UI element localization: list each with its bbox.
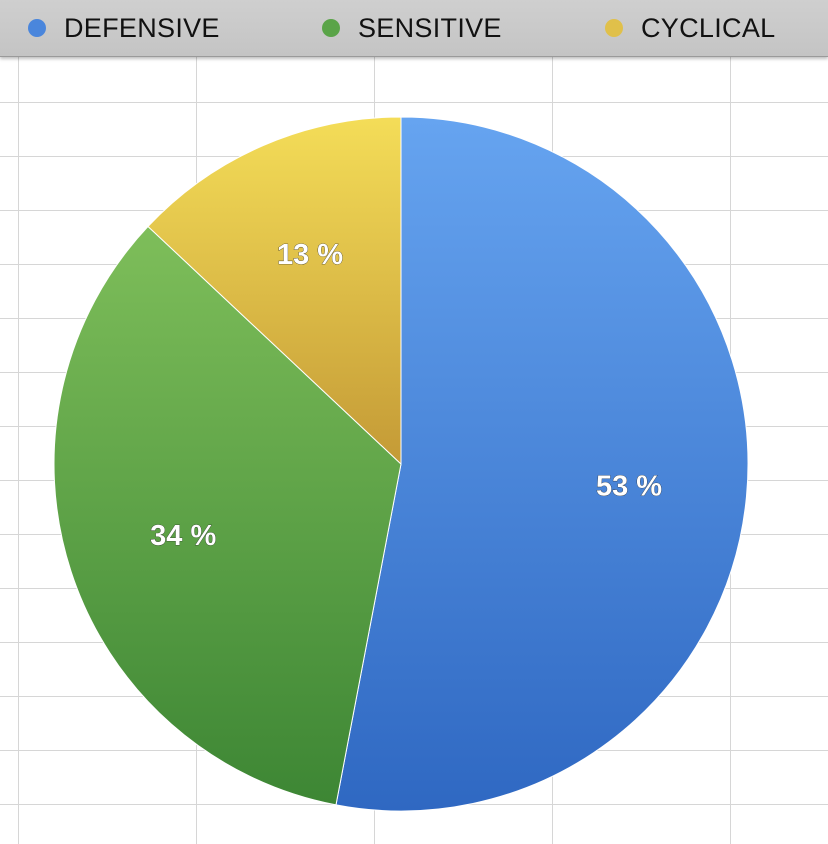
legend-label-defensive: DEFENSIVE xyxy=(64,12,220,43)
legend-swatch-defensive xyxy=(28,19,46,37)
legend-item-defensive: DEFENSIVE xyxy=(28,0,220,56)
legend-item-cyclical: CYCLICAL xyxy=(605,0,775,56)
slice-label-defensive: 53 % xyxy=(596,471,662,503)
slice-label-cyclical: 13 % xyxy=(277,239,343,271)
legend-swatch-sensitive xyxy=(322,19,340,37)
legend-label-sensitive: SENSITIVE xyxy=(358,12,502,43)
legend-item-sensitive: SENSITIVE xyxy=(322,0,502,56)
pie-slice-sensitive xyxy=(53,225,402,806)
chart-legend: DEFENSIVE SENSITIVE CYCLICAL xyxy=(0,0,828,57)
pie-slice-cyclical xyxy=(147,116,402,466)
legend-swatch-cyclical xyxy=(605,19,623,37)
pie-slice-defensive xyxy=(335,116,749,812)
legend-label-cyclical: CYCLICAL xyxy=(641,12,776,43)
slice-label-sensitive: 34 % xyxy=(150,520,216,552)
